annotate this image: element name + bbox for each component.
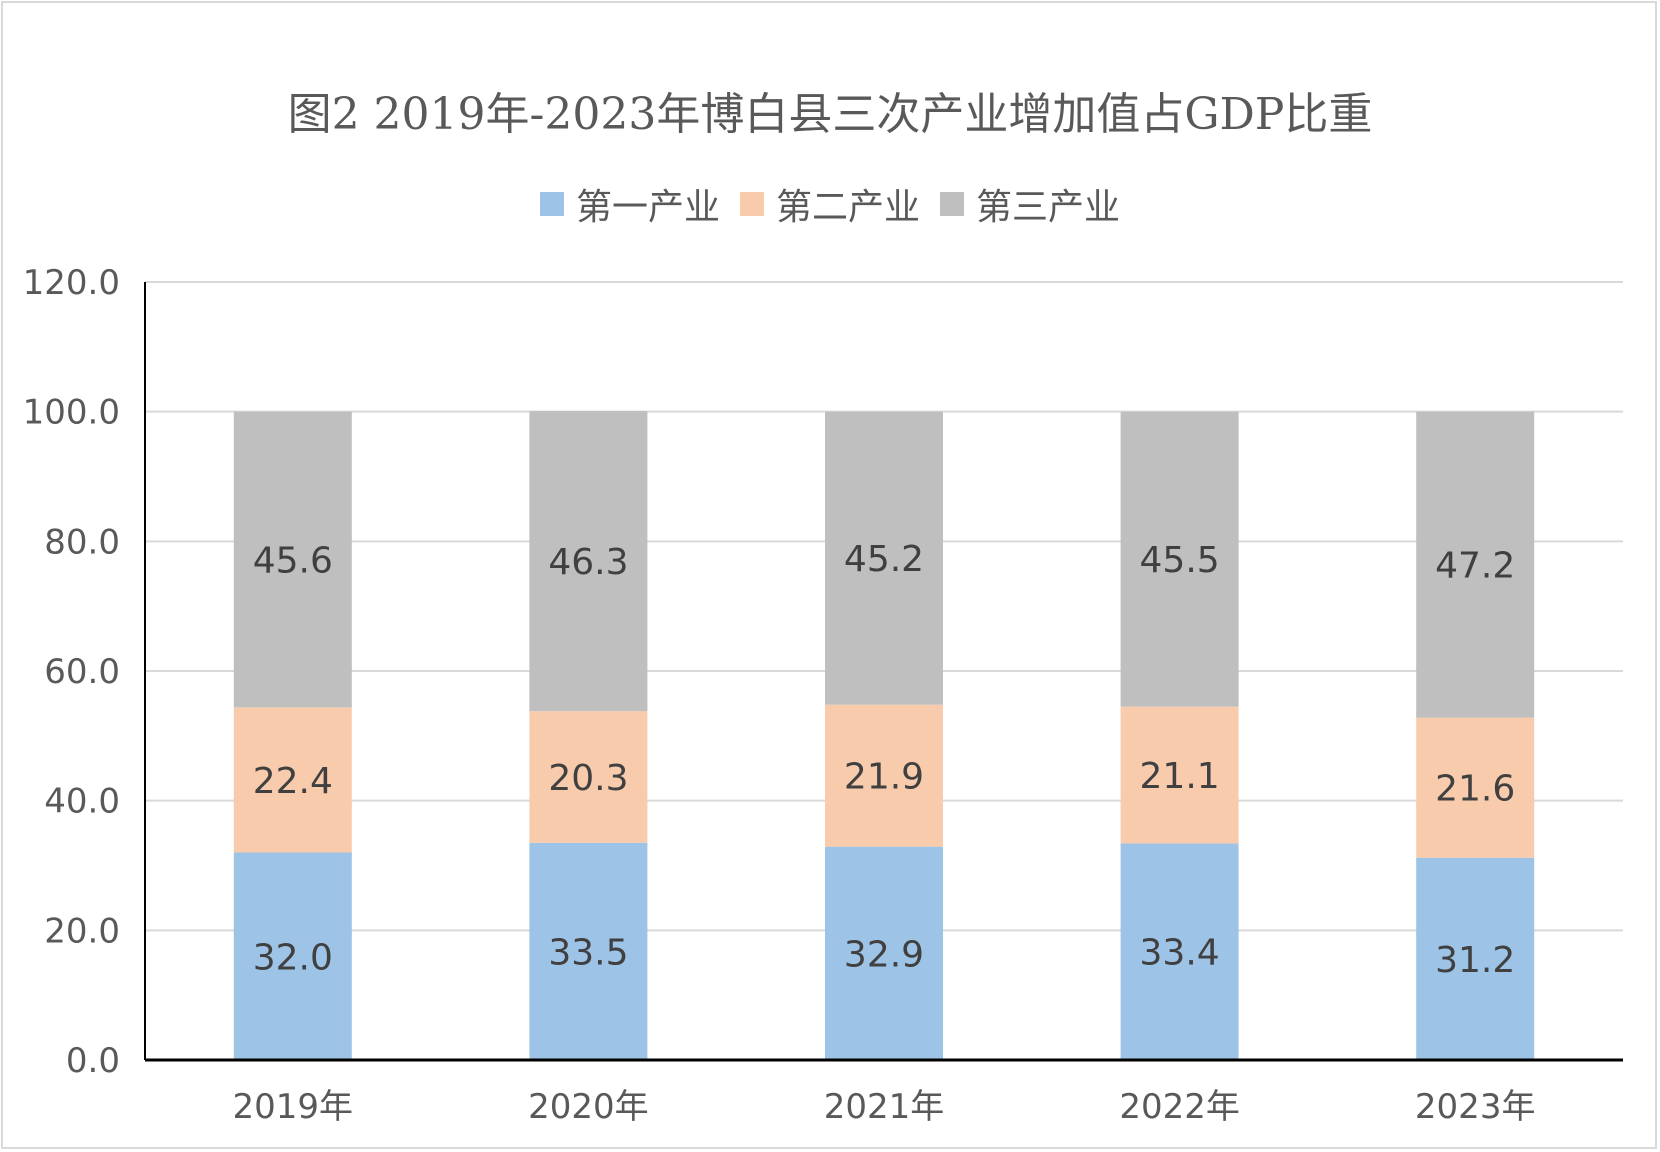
bar-segment bbox=[529, 842, 648, 1060]
legend-label-tertiary: 第三产业 bbox=[976, 187, 1121, 228]
x-tick-label: 2019年 bbox=[233, 1087, 354, 1127]
data-label: 22.4 bbox=[253, 761, 333, 802]
y-tick-label: 80.0 bbox=[44, 522, 120, 562]
x-tick-label: 2020年 bbox=[528, 1087, 649, 1127]
y-tick-label: 20.0 bbox=[44, 911, 120, 951]
data-label: 21.9 bbox=[844, 757, 924, 798]
bar-segment bbox=[1120, 706, 1239, 844]
data-label: 45.2 bbox=[844, 539, 924, 580]
y-tick-label: 60.0 bbox=[44, 652, 120, 692]
x-tick-label: 2021年 bbox=[824, 1087, 945, 1127]
bar-segment bbox=[1120, 411, 1239, 707]
legend-label-secondary: 第二产业 bbox=[775, 187, 920, 228]
data-label: 31.2 bbox=[1435, 940, 1515, 981]
y-tick-label: 0.0 bbox=[66, 1041, 120, 1081]
data-label: 20.3 bbox=[548, 758, 628, 799]
bar-segment bbox=[233, 852, 352, 1060]
bar-segment bbox=[233, 411, 352, 708]
legend-swatch-secondary bbox=[739, 192, 764, 216]
bar-segment bbox=[529, 411, 648, 712]
legend: 第一产业 第二产业 第三产业 bbox=[0, 178, 1660, 230]
bar-segment bbox=[825, 411, 943, 705]
data-label: 33.4 bbox=[1140, 933, 1220, 974]
bar-segment bbox=[233, 707, 352, 853]
data-label: 33.5 bbox=[548, 932, 628, 973]
data-label: 21.1 bbox=[1140, 756, 1220, 797]
bar-segment bbox=[1120, 843, 1239, 1060]
x-tick-label: 2023年 bbox=[1415, 1087, 1536, 1127]
legend-item-primary: 第一产业 bbox=[539, 178, 720, 230]
bar-segment bbox=[1416, 717, 1535, 858]
y-tick-label: 100.0 bbox=[23, 393, 120, 433]
bar-segment bbox=[825, 846, 943, 1060]
chart-title: 图2 2019年-2023年博白县三次产业增加值占GDP比重 bbox=[287, 89, 1373, 140]
data-label: 45.5 bbox=[1140, 540, 1220, 581]
bar-segment bbox=[529, 711, 648, 843]
data-labels: 32.0 22.4 45.6 33.5 20.3 46.3 32.9 21.9 45.2 33.4… bbox=[253, 539, 1516, 981]
data-label: 47.2 bbox=[1435, 546, 1515, 587]
data-label: 45.6 bbox=[253, 540, 333, 581]
bar-segment bbox=[825, 704, 943, 847]
y-tick-label: 40.0 bbox=[44, 782, 120, 822]
bar-segment bbox=[1416, 857, 1535, 1060]
legend-item-tertiary: 第三产业 bbox=[940, 178, 1120, 230]
legend-swatch-tertiary bbox=[940, 192, 964, 216]
legend-swatch-primary bbox=[539, 192, 564, 216]
data-label: 32.0 bbox=[253, 937, 333, 978]
y-tick-label: 120.0 bbox=[23, 263, 120, 303]
bar-segment bbox=[1416, 411, 1535, 718]
x-tick-label: 2022年 bbox=[1119, 1087, 1240, 1127]
legend-item-secondary: 第二产业 bbox=[739, 178, 920, 230]
data-label: 32.9 bbox=[844, 934, 924, 975]
bars bbox=[233, 411, 1535, 1060]
axes: 0.0 20.0 40.0 60.0 80.0 100.0 120.0 2019年 2020年 2… bbox=[23, 263, 1623, 1127]
legend-label-primary: 第一产业 bbox=[575, 187, 720, 228]
data-label: 46.3 bbox=[548, 542, 628, 583]
data-label: 21.6 bbox=[1435, 769, 1515, 810]
